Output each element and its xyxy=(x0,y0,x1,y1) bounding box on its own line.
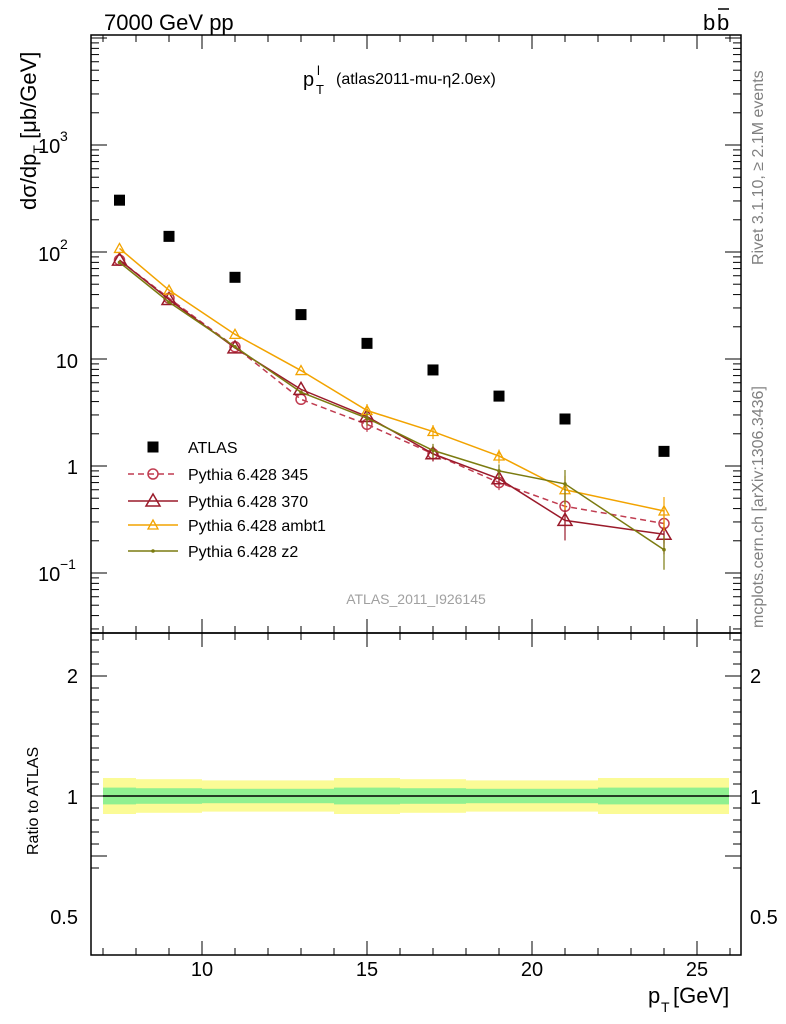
series-point-4 xyxy=(233,345,237,349)
x-axis-label: p T [GeV] xyxy=(648,983,729,1015)
legend-label: Pythia 6.428 ambt1 xyxy=(188,518,326,535)
svg-text:10: 10 xyxy=(38,244,60,266)
series-point-4 xyxy=(167,300,171,304)
y-tick-label-1e2: 10 2 xyxy=(38,236,68,266)
atlas-data-point xyxy=(361,337,373,349)
svg-text:T: T xyxy=(661,999,670,1015)
ratio-axis-label: Ratio to ATLAS xyxy=(25,747,42,855)
svg-text:T: T xyxy=(316,82,324,97)
x-tick-label-15: 15 xyxy=(356,959,378,981)
svg-text:p: p xyxy=(648,983,660,1008)
series-point-3 xyxy=(228,328,242,339)
svg-text:Rivet 3.1.10, ≥ 2.1M events: Rivet 3.1.10, ≥ 2.1M events xyxy=(750,70,767,265)
series-point-2 xyxy=(292,380,310,396)
ratio-tick-label-2-right: 2 xyxy=(750,666,761,688)
atlas-data-point xyxy=(114,194,125,206)
legend-label: Pythia 6.428 z2 xyxy=(188,544,298,561)
side-text-top: Rivet 3.1.10, ≥ 2.1M events xyxy=(750,70,767,265)
series-point-4 xyxy=(431,448,435,453)
y-tick-label-1: 1 xyxy=(67,457,78,479)
plot-title: p l T (atlas2011-mu-η2.0ex) xyxy=(303,63,496,97)
svg-text:mcplots.cern.ch [arXiv:1306.34: mcplots.cern.ch [arXiv:1306.3436] xyxy=(750,386,767,628)
svg-text:−1: −1 xyxy=(60,556,76,572)
svg-text:[GeV]: [GeV] xyxy=(673,983,729,1008)
y-tick-label-1e3: 10 3 xyxy=(38,128,68,158)
svg-text:3: 3 xyxy=(60,128,68,144)
ratio-tick-label-05-left: 0.5 xyxy=(50,907,78,929)
series-point-4 xyxy=(299,390,303,394)
legend-label: Pythia 6.428 370 xyxy=(188,494,308,511)
y-tick-label-10: 10 xyxy=(56,351,78,373)
svg-text:Ratio to ATLAS: Ratio to ATLAS xyxy=(25,747,42,855)
legend-marker xyxy=(147,468,159,480)
series-point-2 xyxy=(111,251,128,266)
svg-text:b: b xyxy=(703,10,715,35)
atlas-data-point xyxy=(229,271,241,283)
series-point-1 xyxy=(295,393,307,406)
series-point-2 xyxy=(226,339,244,354)
y-axis-label: dσ/dpT [μb/GeV] xyxy=(16,52,46,210)
legend: ATLAS Pythia 6.428 345 Pythia 6.428 370 Pyt… xyxy=(128,440,326,561)
legend-marker xyxy=(146,518,160,530)
axis-ticks xyxy=(91,35,741,955)
ratio-tick-label-2-left: 2 xyxy=(67,666,78,688)
svg-text:dσ/dpT [μb/GeV]: dσ/dpT [μb/GeV] xyxy=(16,52,46,210)
series-point-4 xyxy=(497,469,501,473)
legend-marker xyxy=(147,441,159,453)
atlas-data-point xyxy=(163,230,175,242)
x-tick-label-20: 20 xyxy=(521,959,543,981)
analysis-watermark: ATLAS_2011_I926145 xyxy=(346,591,486,607)
atlas-data-point xyxy=(493,390,505,402)
atlas-data-point xyxy=(658,445,670,457)
series-point-4 xyxy=(365,416,369,420)
atlas-data-point xyxy=(427,364,439,376)
ratio-tick-label-1-left: 1 xyxy=(67,787,78,809)
svg-text:10: 10 xyxy=(38,564,60,586)
series-point-3 xyxy=(657,504,671,516)
atlas-data-point xyxy=(295,309,307,321)
ratio-plot-frame xyxy=(90,632,742,956)
series-point-3 xyxy=(113,242,126,254)
series-point-4 xyxy=(662,547,666,552)
series-point-4 xyxy=(563,482,567,486)
ratio-tick-label-05-right: 0.5 xyxy=(750,907,778,929)
x-tick-label-25: 25 xyxy=(686,959,708,981)
atlas-data-point xyxy=(559,413,571,425)
data-marks xyxy=(111,194,673,570)
ratio-tick-label-1-right: 1 xyxy=(750,787,761,809)
legend-marker xyxy=(144,492,162,507)
x-tick-label-10: 10 xyxy=(191,959,213,981)
header-left-label: 7000 GeV pp xyxy=(104,10,234,35)
svg-text:(atlas2011-mu-η2.0ex): (atlas2011-mu-η2.0ex) xyxy=(336,71,496,88)
series-point-2 xyxy=(424,445,442,460)
svg-text:10: 10 xyxy=(38,136,60,158)
y-tick-label-1e-1: 10 −1 xyxy=(38,556,76,586)
header-right-label: b b xyxy=(703,8,729,35)
svg-text:2: 2 xyxy=(60,236,68,252)
legend-label: ATLAS xyxy=(188,440,238,457)
series-point-3 xyxy=(426,425,440,437)
series-point-2 xyxy=(556,511,574,527)
series-point-3 xyxy=(492,449,506,461)
series-point-4 xyxy=(117,260,122,265)
legend-label: Pythia 6.428 345 xyxy=(188,467,308,484)
svg-text:p: p xyxy=(303,69,314,91)
series-line-1 xyxy=(119,259,665,525)
series-point-3 xyxy=(162,283,176,295)
legend-marker xyxy=(151,549,155,553)
series-point-3 xyxy=(294,364,308,376)
svg-text:b: b xyxy=(717,10,729,35)
series-point-2 xyxy=(490,470,508,485)
svg-text:l: l xyxy=(317,63,320,78)
side-text-bottom: mcplots.cern.ch [arXiv:1306.3436] xyxy=(750,386,767,628)
